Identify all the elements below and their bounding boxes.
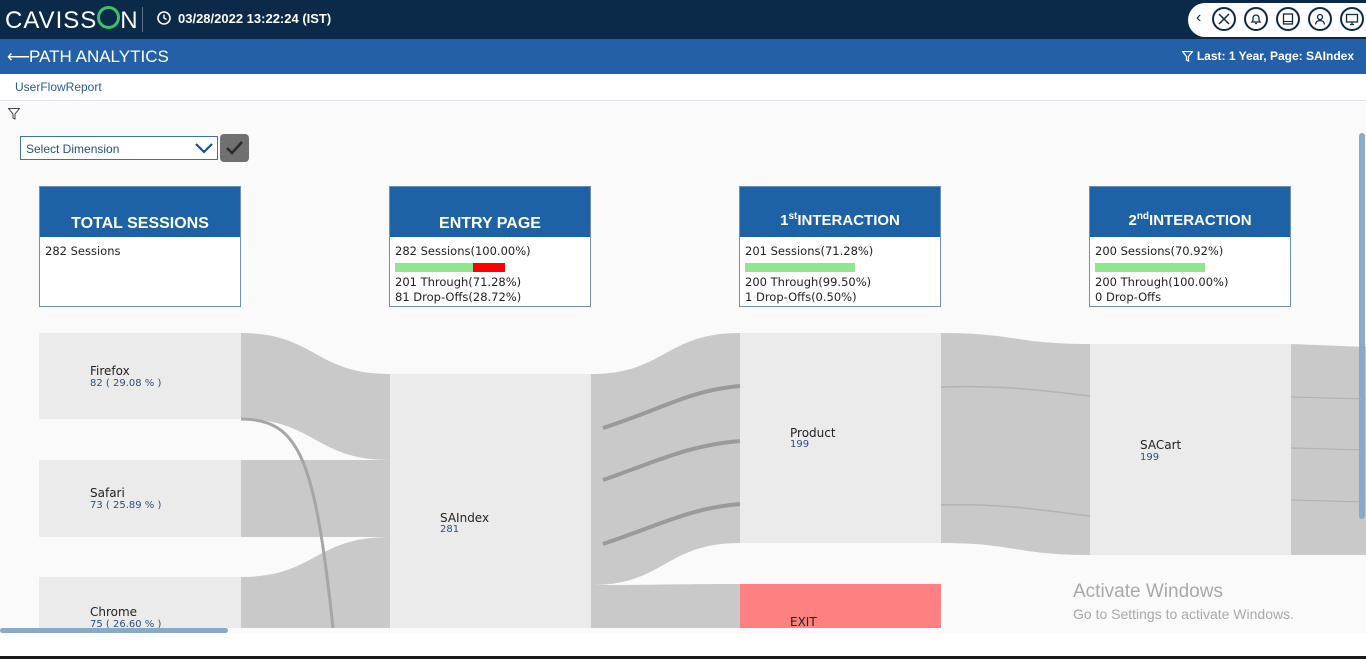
node-label: SACart	[1140, 438, 1182, 452]
stage-title: TOTAL SESSIONS	[40, 187, 240, 237]
stage-card-total-sessions: TOTAL SESSIONS 282 Sessions	[39, 186, 241, 307]
node-label: EXIT	[790, 615, 817, 628]
node-sacart[interactable]	[1090, 344, 1291, 555]
stage-sessions: 201 Sessions(71.28%)	[745, 244, 874, 258]
node-safari[interactable]	[39, 460, 241, 537]
flow-link[interactable]	[602, 439, 741, 482]
page-title: PATH ANALYTICS	[29, 47, 169, 66]
bell-icon[interactable]	[1244, 7, 1268, 31]
flow-link[interactable]	[240, 417, 335, 628]
top-bar: CAVISS N 03/28/2022 13:22:24 (IST) ‹	[0, 0, 1366, 39]
stage-title: 2ndINTERACTION	[1090, 187, 1290, 237]
node-saindex[interactable]	[390, 374, 591, 628]
node-firefox[interactable]	[39, 333, 241, 419]
flow-link[interactable]	[941, 333, 1090, 555]
back-arrow-icon[interactable]: ⟵	[7, 49, 30, 66]
tablet-icon[interactable]	[1276, 7, 1300, 31]
toolbar-tray: ‹	[1188, 3, 1366, 37]
filter-toggle-icon[interactable]	[8, 108, 20, 120]
dimension-select[interactable]: Select Dimension	[20, 136, 218, 160]
stage-card-entry-page: ENTRY PAGE 282 Sessions(100.00%) 201 Thr…	[389, 186, 591, 307]
node-label: Product	[790, 426, 836, 440]
dimension-select-value: Select Dimension	[26, 142, 120, 156]
through-dropoff-bar	[1095, 263, 1205, 272]
node-exit[interactable]	[740, 584, 941, 628]
bottom-strip	[0, 634, 1366, 659]
collapse-tray-icon[interactable]: ‹	[1196, 9, 1202, 26]
tools-icon[interactable]	[1212, 7, 1236, 31]
node-product[interactable]	[740, 333, 941, 543]
node-label: Chrome	[90, 605, 137, 619]
user-icon[interactable]	[1308, 7, 1332, 31]
stage-title: ENTRY PAGE	[390, 187, 590, 237]
activation-watermark-text: Go to Settings to activate Windows.	[1073, 606, 1294, 622]
monitor-icon[interactable]	[1340, 7, 1364, 31]
flow-link[interactable]	[602, 502, 741, 546]
node-label: Firefox	[90, 364, 130, 378]
horizontal-scrollbar[interactable]	[0, 628, 228, 633]
activation-watermark-title: Activate Windows	[1073, 581, 1223, 602]
divider	[142, 7, 143, 32]
node-chrome[interactable]	[39, 577, 241, 628]
flow-link[interactable]	[602, 384, 741, 430]
stage-through: 200 Through(99.50%)	[745, 275, 872, 289]
apply-dimension-button[interactable]	[220, 134, 249, 162]
through-fill	[745, 263, 855, 272]
flow-link[interactable]	[940, 503, 1091, 517]
logo-o-icon	[97, 6, 121, 29]
node-value: 281	[440, 524, 459, 535]
flow-link[interactable]	[1290, 396, 1366, 503]
node-value: 199	[1140, 452, 1159, 463]
cavisson-logo: CAVISS N	[5, 6, 139, 34]
clock-icon	[157, 11, 171, 25]
filter-summary-text: Last: 1 Year, Page: SAIndex	[1196, 49, 1354, 63]
flow-link[interactable]	[241, 333, 390, 460]
checkmark-icon	[226, 141, 243, 155]
node-value: 75 ( 26.60 % )	[90, 619, 161, 628]
stage-dropoffs: 0 Drop-Offs	[1095, 290, 1162, 304]
stage-dropoffs: 81 Drop-Offs(28.72%)	[395, 290, 522, 304]
node-label: SAIndex	[440, 511, 489, 525]
dropoff-fill	[473, 263, 505, 272]
node-value: 73 ( 25.89 % )	[90, 500, 161, 511]
vertical-scrollbar[interactable]	[1359, 133, 1365, 519]
stage-title: 1stINTERACTION	[740, 187, 940, 237]
through-dropoff-bar	[395, 263, 505, 272]
stage-sessions: 282 Sessions(100.00%)	[395, 244, 531, 258]
filter-icon	[1181, 50, 1195, 62]
node-value: 199	[790, 439, 809, 450]
stage-card-2nd-interaction: 2ndINTERACTION 200 Sessions(70.92%) 200 …	[1089, 186, 1291, 307]
through-fill	[1095, 263, 1205, 272]
stage-dropoffs: 1 Drop-Offs(0.50%)	[745, 290, 857, 304]
report-tabs: UserFlowReport	[0, 74, 1366, 101]
through-dropoff-bar	[745, 263, 855, 272]
stage-through: 201 Through(71.28%)	[395, 275, 522, 289]
stage-through: 200 Through(100.00%)	[1095, 275, 1229, 289]
chevron-down-icon	[195, 143, 213, 154]
stage-sessions: 282 Sessions	[45, 244, 121, 258]
stage-card-1st-interaction: 1stINTERACTION 201 Sessions(71.28%) 200 …	[739, 186, 941, 307]
stage-sessions: 200 Sessions(70.92%)	[1095, 244, 1224, 258]
page-header: ⟵ PATH ANALYTICS Last: 1 Year, Page: SAI…	[0, 39, 1366, 74]
flow-link[interactable]	[591, 584, 740, 628]
current-datetime: 03/28/2022 13:22:24 (IST)	[178, 11, 332, 26]
filter-summary[interactable]: Last: 1 Year, Page: SAIndex	[1181, 49, 1354, 63]
tab-userflowreport[interactable]: UserFlowReport	[15, 80, 102, 94]
taskbar-edge	[0, 656, 1366, 659]
flow-link[interactable]	[940, 385, 1091, 397]
through-fill	[395, 263, 474, 272]
node-label: Safari	[90, 486, 125, 500]
node-value: 82 ( 29.08 % )	[90, 378, 161, 389]
user-flow-sankey: Firefox 82 ( 29.08 % ) Safari 73 ( 25.89…	[39, 333, 1366, 628]
flow-link[interactable]	[241, 537, 390, 628]
